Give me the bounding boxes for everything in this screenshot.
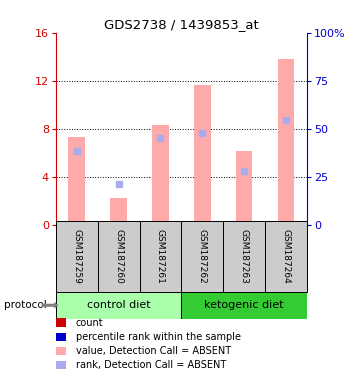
Bar [236,151,252,225]
Bar [194,86,211,225]
Bar [140,221,181,292]
Text: GSM187263: GSM187263 [240,229,249,284]
Text: ketogenic diet: ketogenic diet [204,300,284,310]
Text: protocol: protocol [4,300,46,310]
Bar [265,221,307,292]
Text: count: count [76,318,104,328]
Text: value, Detection Call = ABSENT: value, Detection Call = ABSENT [76,346,231,356]
Title: GDS2738 / 1439853_at: GDS2738 / 1439853_at [104,18,259,31]
Text: GSM187259: GSM187259 [72,229,81,284]
Text: rank, Detection Call = ABSENT: rank, Detection Call = ABSENT [76,360,226,370]
Bar [110,198,127,225]
Bar [56,221,98,292]
Text: control diet: control diet [87,300,151,310]
Bar [181,292,307,319]
Bar [278,59,294,225]
Bar [56,292,181,319]
Bar [181,221,223,292]
Text: GSM187264: GSM187264 [282,229,291,284]
Text: GSM187262: GSM187262 [198,229,207,284]
Text: GSM187261: GSM187261 [156,229,165,284]
Text: percentile rank within the sample: percentile rank within the sample [76,332,241,342]
Bar [223,221,265,292]
Text: GSM187260: GSM187260 [114,229,123,284]
Bar [152,125,169,225]
Bar [98,221,140,292]
Bar [69,137,85,225]
